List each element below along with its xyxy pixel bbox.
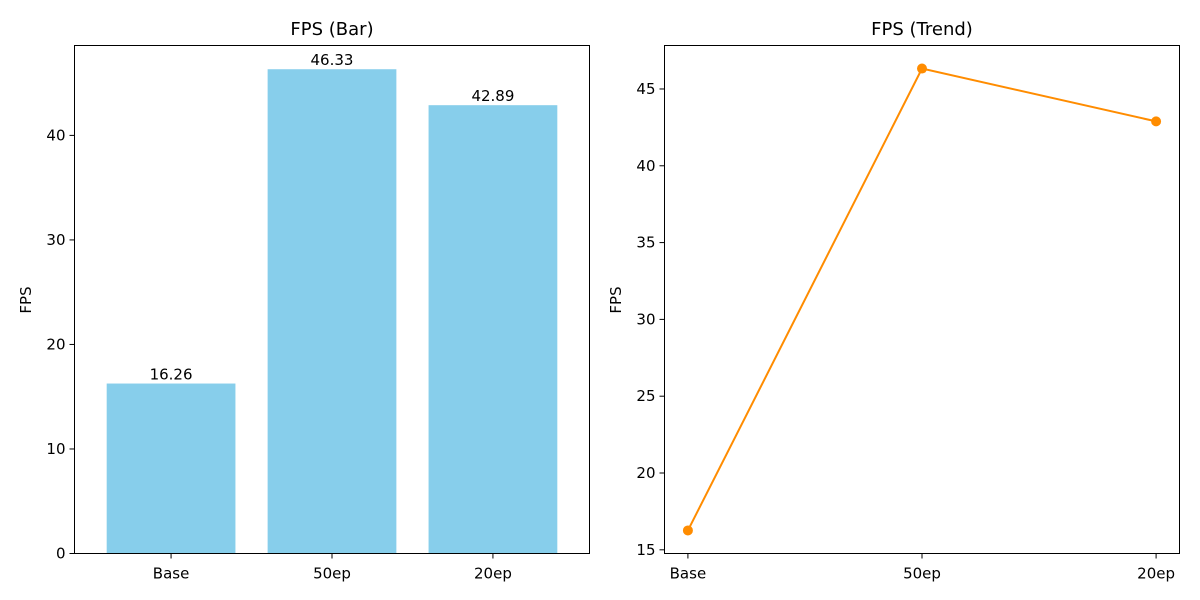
bar-chart-panel: FPS (Bar) FPS 0 10 20 30 40 Base 50ep 20ep 16.… (17, 19, 590, 583)
line-x-tick-label: Base (670, 565, 707, 583)
bar-data-label: 46.33 (311, 51, 354, 69)
trend-line (687, 67, 1157, 531)
bar-data-label: 42.89 (471, 87, 514, 105)
line-x-tick-label: 20ep (1137, 565, 1175, 583)
bar-y-tick-label: 30 (46, 231, 65, 249)
bar-chart-y-ticks: 0 10 20 30 40 (46, 126, 75, 563)
line-chart-y-ticks: 15 20 25 30 35 40 45 (636, 80, 665, 559)
bar-chart-ylabel: FPS (17, 286, 35, 313)
line-y-tick-label: 40 (636, 157, 655, 175)
bar-chart-data-labels: 16.26 46.33 42.89 (150, 51, 515, 383)
bar-x-tick-label: 50ep (313, 565, 351, 583)
bar-x-tick-label: Base (153, 565, 190, 583)
line-y-tick-label: 30 (636, 310, 655, 328)
line-y-tick-label: 45 (636, 80, 655, 98)
line-y-tick-label: 20 (636, 464, 655, 482)
bar-x-tick-label: 20ep (474, 565, 512, 583)
bar-y-tick-label: 10 (46, 440, 65, 458)
bar-y-tick-label: 40 (46, 126, 65, 144)
trend-point-Base (682, 525, 693, 536)
line-x-tick-label: 50ep (903, 565, 941, 583)
line-chart-panel: FPS (Trend) FPS 15 20 25 30 35 40 45 Base 50ep 2… (607, 19, 1180, 583)
bar-50ep (267, 69, 397, 554)
bar-y-tick-label: 20 (46, 335, 65, 353)
line-chart-title: FPS (Trend) (871, 19, 973, 40)
bar-chart-x-ticks: Base 50ep 20ep (153, 553, 512, 583)
bar-Base (106, 383, 236, 554)
bar-chart-axes-frame (74, 45, 590, 554)
line-y-tick-label: 15 (636, 541, 655, 559)
bar-data-label: 16.26 (150, 366, 193, 384)
line-chart-ylabel: FPS (607, 286, 625, 313)
trend-point-20ep (1151, 116, 1162, 127)
bar-chart-title: FPS (Bar) (290, 19, 373, 40)
bar-y-tick-label: 0 (56, 545, 66, 563)
line-y-tick-label: 25 (636, 387, 655, 405)
bar-chart-marks (106, 69, 558, 554)
line-y-tick-label: 35 (636, 234, 655, 252)
line-chart-axes-frame (664, 45, 1180, 554)
line-chart-marks (682, 63, 1162, 536)
trend-point-50ep (917, 63, 927, 74)
bar-20ep (428, 105, 558, 554)
line-chart-x-ticks: Base 50ep 20ep (670, 553, 1175, 583)
